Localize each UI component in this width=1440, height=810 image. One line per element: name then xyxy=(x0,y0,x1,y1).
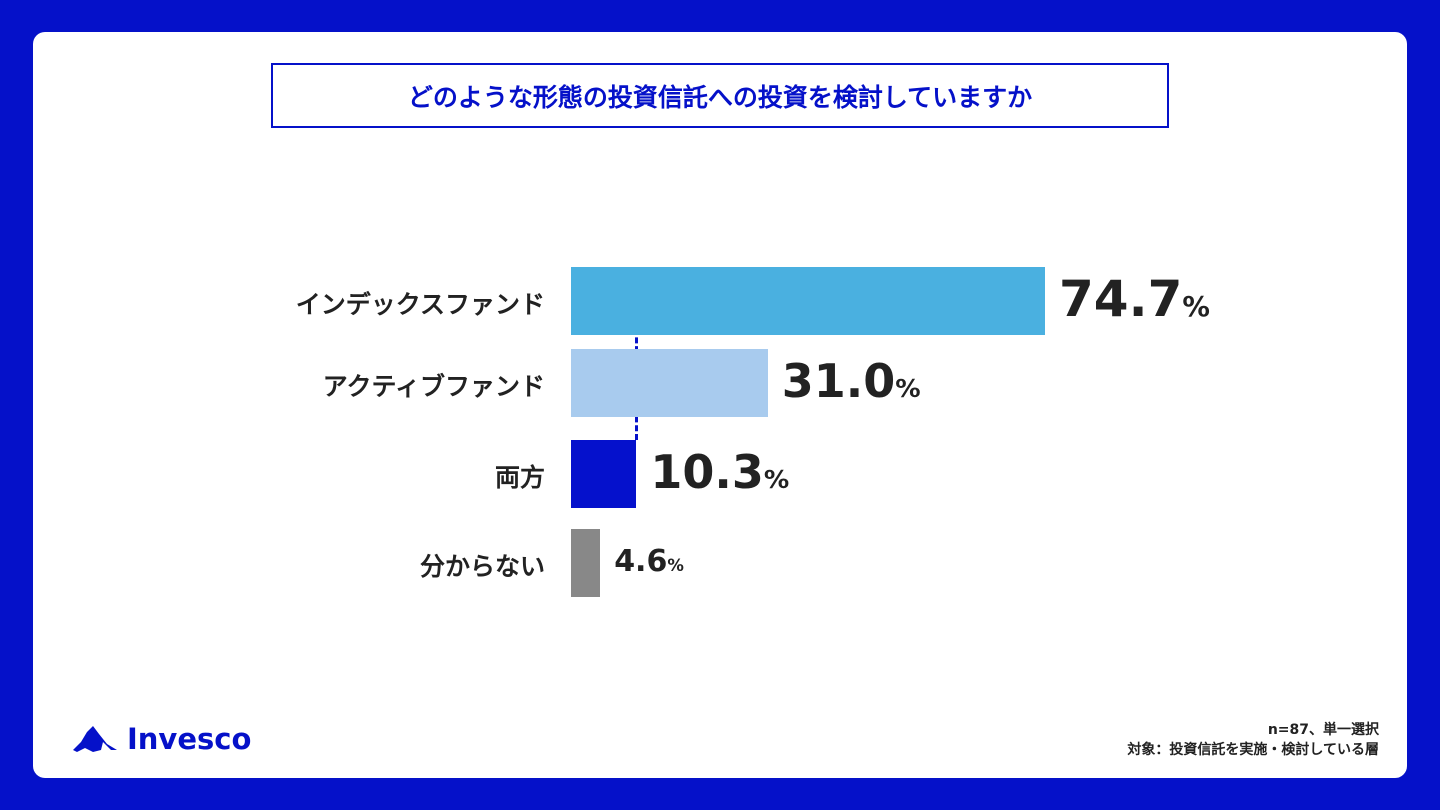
mountain-logo-icon xyxy=(73,726,117,752)
bar xyxy=(571,267,1045,335)
percent-unit: % xyxy=(667,556,684,576)
category-label: 両方 xyxy=(494,463,545,492)
target-note: 対象：投資信託を実施・検討している層 xyxy=(1127,742,1379,758)
category-label: アクティブファンド xyxy=(322,372,545,401)
category-label: 分からない xyxy=(419,552,545,581)
bar xyxy=(571,349,768,417)
invesco-logo: Invesco xyxy=(71,722,251,756)
chart-card: どのような形態の投資信託への投資を検討していますか Invesco n=87、単… xyxy=(33,32,1407,778)
percent-unit: % xyxy=(763,465,790,495)
value-number: 10.3 xyxy=(650,445,764,500)
value-number: 74.7 xyxy=(1059,270,1183,328)
value-label: 4.6% xyxy=(614,544,684,579)
category-label: インデックスファンド xyxy=(295,290,545,319)
value-number: 31.0 xyxy=(781,354,896,409)
footnote: n=87、単一選択 対象：投資信託を実施・検討している層 xyxy=(1127,720,1379,760)
logo-text: Invesco xyxy=(127,722,252,756)
bar xyxy=(571,529,601,597)
bar xyxy=(571,440,637,508)
value-number: 4.6 xyxy=(614,544,668,580)
percent-unit: % xyxy=(895,374,921,404)
percent-unit: % xyxy=(1182,291,1210,323)
chart-title: どのような形態の投資信託への投資を検討していますか xyxy=(271,63,1169,128)
sample-note: n=87、単一選択 xyxy=(1267,722,1379,738)
value-label: 31.0% xyxy=(782,354,921,408)
value-label: 74.7% xyxy=(1059,270,1210,328)
value-label: 10.3% xyxy=(650,445,789,499)
